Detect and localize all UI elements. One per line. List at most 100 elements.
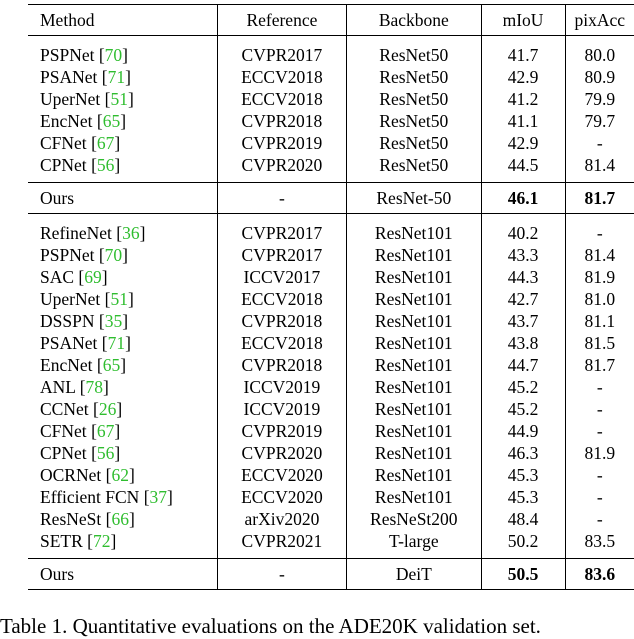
table-row: PSANet [71] ECCV2018 ResNet101 43.8 81.5: [28, 332, 634, 354]
miou-cell: 44.9: [480, 420, 566, 442]
citation-link[interactable]: 62: [111, 465, 129, 485]
citation-link[interactable]: 66: [111, 509, 129, 529]
miou-cell: 41.2: [480, 88, 566, 110]
table-row: UperNet [51] ECCV2018 ResNet101 42.7 81.0: [28, 288, 634, 310]
table-caption: Table 1. Quantitative evaluations on the…: [0, 614, 541, 638]
method-name: CCNet: [40, 399, 89, 419]
miou-cell: 40.2: [480, 213, 566, 244]
miou-cell: 43.7: [480, 310, 566, 332]
method-cell: CFNet [67]: [40, 133, 121, 153]
header-miou: mIoU: [480, 4, 566, 36]
method-cell: EncNet [65]: [40, 355, 127, 375]
reference-cell: CVPR2017: [216, 35, 347, 66]
pixacc-cell: -: [564, 464, 634, 486]
reference-cell: CVPR2019: [216, 132, 347, 154]
method-name: PSANet: [40, 67, 98, 87]
table-row: Efficient FCN [37] ECCV2020 ResNet101 45.3-: [28, 486, 634, 508]
pixacc-cell: -: [564, 213, 634, 244]
miou-cell: 50.2: [480, 530, 566, 559]
table-row: CPNet [56] CVPR2020 ResNet50 44.5 81.4: [28, 154, 634, 183]
method-name: CFNet: [40, 133, 87, 153]
backbone-cell: ResNet101: [346, 398, 482, 420]
backbone-cell: ResNet101: [346, 464, 482, 486]
table-row: CFNet [67] CVPR2019 ResNet101 44.9-: [28, 420, 634, 442]
citation-link[interactable]: 78: [85, 377, 104, 397]
reference-cell: ECCV2018: [216, 88, 347, 110]
backbone-cell: ResNet101: [346, 288, 482, 310]
table-row: DSSPN [35] CVPR2018 ResNet101 43.7 81.1: [28, 310, 634, 332]
method-cell: Ours: [28, 558, 218, 590]
citation-link[interactable]: 51: [110, 89, 128, 109]
table-row: SAC [69] ICCV2017 ResNet101 44.3 81.9: [28, 266, 634, 288]
pixacc-cell-bold: 81.7: [584, 188, 616, 208]
backbone-cell: ResNet101: [346, 310, 482, 332]
miou-cell-bold: 50.5: [507, 564, 539, 584]
citation-link[interactable]: 71: [107, 333, 126, 353]
backbone-cell: ResNet-50: [346, 182, 482, 214]
ours-row: Ours - DeiT 50.5 83.6: [28, 558, 634, 590]
method-name: PSPNet: [40, 245, 95, 265]
citation-link[interactable]: 71: [107, 67, 126, 87]
method-cell: CCNet [26]: [40, 399, 123, 419]
citation-link[interactable]: 70: [104, 245, 123, 265]
header-pixacc: pixAcc: [564, 4, 634, 36]
citation-link[interactable]: 37: [149, 487, 168, 507]
method-cell: OCRNet [62]: [40, 465, 135, 485]
miou-cell: 44.3: [480, 266, 566, 288]
backbone-cell: ResNet101: [346, 332, 482, 354]
citation-link[interactable]: 67: [96, 421, 115, 441]
reference-cell: CVPR2017: [216, 213, 347, 244]
ours-row: Ours - ResNet-50 46.1 81.7: [28, 182, 634, 214]
citation-link[interactable]: 65: [102, 111, 121, 131]
method-name: Efficient FCN: [40, 487, 140, 507]
citation-link[interactable]: 36: [122, 223, 140, 243]
table-row: ResNeSt [66] arXiv2020 ResNeSt200 48.4-: [28, 508, 634, 530]
reference-cell: CVPR2020: [216, 154, 347, 183]
miou-cell: 43.8: [480, 332, 566, 354]
citation-link[interactable]: 72: [93, 531, 111, 551]
method-cell: ResNeSt [66]: [40, 509, 135, 529]
table-row: EncNet [65] CVPR2018 ResNet101 44.7 81.7: [28, 354, 634, 376]
table-row: PSANet [71] ECCV2018 ResNet50 42.9 80.9: [28, 66, 634, 88]
method-cell: Ours: [28, 182, 218, 214]
citation-link[interactable]: 56: [96, 155, 115, 175]
miou-cell: 44.5: [480, 154, 566, 183]
header-row: Method Reference Backbone mIoU pixAcc: [28, 4, 634, 36]
reference-cell: ECCV2020: [216, 486, 347, 508]
method-cell: SETR [72]: [28, 530, 218, 559]
backbone-cell: ResNet101: [346, 420, 482, 442]
method-cell: SAC [69]: [40, 267, 108, 287]
backbone-cell: ResNet50: [346, 110, 482, 132]
method-name: Ours: [40, 188, 75, 208]
method-cell: PSANet [71]: [40, 333, 131, 353]
citation-link[interactable]: 69: [84, 267, 102, 287]
pixacc-cell: 81.7: [564, 354, 634, 376]
table-row: ANL [78] ICCV2019 ResNet101 45.2-: [28, 376, 634, 398]
citation-link[interactable]: 67: [96, 133, 115, 153]
citation-link[interactable]: 56: [96, 443, 115, 463]
citation-link[interactable]: 26: [98, 399, 117, 419]
table-row: EncNet [65] CVPR2018 ResNet50 41.1 79.7: [28, 110, 634, 132]
method-name: Ours: [40, 564, 75, 584]
table-row: CPNet [56] CVPR2020 ResNet101 46.3 81.9: [28, 442, 634, 464]
method-name: EncNet: [40, 111, 93, 131]
citation-link[interactable]: 70: [104, 45, 123, 65]
method-name: EncNet: [40, 355, 93, 375]
method-cell: CFNet [67]: [40, 421, 121, 441]
citation-link[interactable]: 65: [102, 355, 121, 375]
method-name: SAC: [40, 267, 75, 287]
table-row: OCRNet [62] ECCV2020 ResNet101 45.3-: [28, 464, 634, 486]
table-row: SETR [72] CVPR2021 T-large 50.2 83.5: [28, 530, 634, 559]
citation-link[interactable]: 35: [104, 311, 123, 331]
miou-cell: 44.7: [480, 354, 566, 376]
method-cell: CPNet [56]: [28, 154, 218, 183]
method-name: DSSPN: [40, 311, 95, 331]
method-name: RefineNet: [40, 223, 112, 243]
miou-cell: 48.4: [480, 508, 566, 530]
reference-cell: ICCV2019: [216, 398, 347, 420]
method-cell: UperNet [51]: [40, 289, 134, 309]
miou-cell: 45.2: [480, 376, 566, 398]
citation-link[interactable]: 51: [110, 289, 128, 309]
backbone-cell: ResNet101: [346, 266, 482, 288]
pixacc-cell: -: [564, 376, 634, 398]
